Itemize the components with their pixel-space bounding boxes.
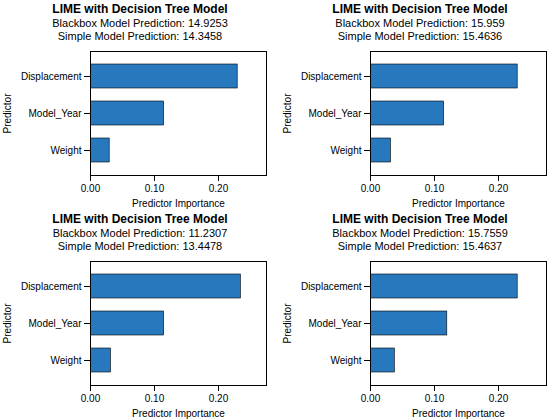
html-text:Simple Model Prediction: 15.46: Simple Model Prediction: 15.4636 — [337, 30, 503, 42]
svg-text:0.20: 0.20 — [489, 183, 509, 194]
svg-text:Displacement: Displacement — [21, 281, 82, 292]
svg-text:Model_Year: Model_Year — [308, 318, 362, 329]
html-text:LIME with Decision Tree Model: LIME with Decision Tree Model — [52, 212, 228, 226]
svg-text:Weight: Weight — [51, 145, 82, 156]
svg-text:Model_Year: Model_Year — [28, 108, 82, 119]
svg-text:Predictor: Predictor — [2, 303, 13, 344]
svg-text:Predictor: Predictor — [2, 93, 13, 134]
html-text:Blackbox Model Prediction: 14.: Blackbox Model Prediction: 14.9253 — [52, 17, 228, 29]
svg-text:0.20: 0.20 — [489, 393, 509, 404]
svg-text:0.10: 0.10 — [145, 393, 165, 404]
html-text:Blackbox Model Prediction: 15.: Blackbox Model Prediction: 15.7559 — [332, 227, 508, 239]
svg-text:Displacement: Displacement — [301, 281, 362, 292]
html-text:Blackbox Model Prediction: 15.: Blackbox Model Prediction: 15.959 — [335, 17, 505, 29]
svg-text:Predictor Importance: Predictor Importance — [412, 198, 505, 209]
html-text:Simple Model Prediction: 14.34: Simple Model Prediction: 14.3458 — [57, 30, 223, 42]
svg-text:0.10: 0.10 — [145, 183, 165, 194]
svg-text:Weight: Weight — [51, 355, 82, 366]
html-text:LIME with Decision Tree Model: LIME with Decision Tree Model — [332, 2, 508, 16]
svg-text:0.20: 0.20 — [209, 183, 229, 194]
svg-text:Model_Year: Model_Year — [308, 108, 362, 119]
svg-text:Predictor Importance: Predictor Importance — [132, 408, 225, 419]
svg-text:Predictor Importance: Predictor Importance — [412, 408, 505, 419]
svg-text:Predictor: Predictor — [282, 303, 293, 344]
html-text:Simple Model Prediction: 13.44: Simple Model Prediction: 13.4478 — [57, 240, 223, 252]
svg-text:Model_Year: Model_Year — [28, 318, 82, 329]
svg-text:0.10: 0.10 — [425, 393, 445, 404]
svg-text:0.00: 0.00 — [361, 183, 381, 194]
svg-text:Predictor Importance: Predictor Importance — [132, 198, 225, 209]
svg-text:0.00: 0.00 — [81, 393, 101, 404]
html-text:Simple Model Prediction: 15.46: Simple Model Prediction: 15.4637 — [337, 240, 503, 252]
svg-text:Displacement: Displacement — [21, 71, 82, 82]
html-text:LIME with Decision Tree Model: LIME with Decision Tree Model — [332, 212, 508, 226]
html-text:LIME with Decision Tree Model: LIME with Decision Tree Model — [52, 2, 228, 16]
svg-text:Weight: Weight — [331, 145, 362, 156]
svg-text:0.00: 0.00 — [361, 393, 381, 404]
html-text:Blackbox Model Prediction: 11.: Blackbox Model Prediction: 11.2307 — [52, 227, 228, 239]
svg-text:Predictor: Predictor — [282, 93, 293, 134]
svg-text:0.00: 0.00 — [81, 183, 101, 194]
svg-text:0.10: 0.10 — [425, 183, 445, 194]
svg-text:0.20: 0.20 — [209, 393, 229, 404]
svg-text:Displacement: Displacement — [301, 71, 362, 82]
svg-text:Weight: Weight — [331, 355, 362, 366]
